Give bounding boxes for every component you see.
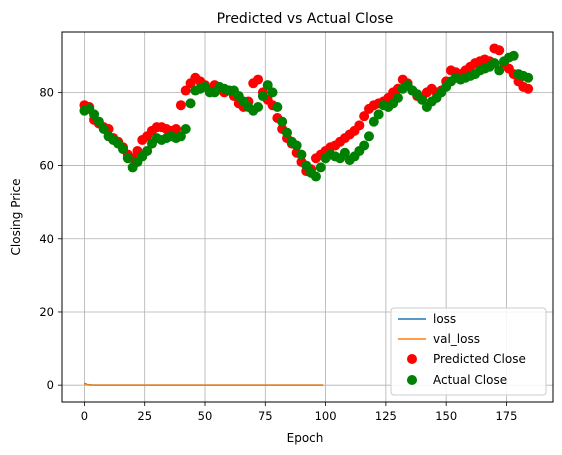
point-actual-close (368, 116, 379, 127)
point-predicted-close (171, 123, 182, 134)
point-predicted-close (175, 100, 186, 111)
point-actual-close (373, 109, 384, 120)
point-actual-close (93, 116, 104, 127)
point-actual-close (296, 149, 307, 160)
point-actual-close (494, 65, 505, 76)
x-tick-label-25: 25 (137, 409, 152, 423)
point-actual-close (180, 123, 191, 134)
point-actual-close (489, 58, 500, 69)
point-actual-close (417, 94, 428, 105)
series-lines (84, 382, 324, 386)
point-actual-close (257, 91, 268, 102)
point-actual-close (523, 72, 534, 83)
point-actual-close (310, 171, 321, 182)
point-predicted-close (354, 120, 365, 131)
legend-swatch-predicted (407, 354, 417, 364)
point-predicted-close (359, 111, 370, 122)
point-actual-close (282, 127, 293, 138)
point-actual-close (301, 160, 312, 171)
legend-label-predicted: Predicted Close (433, 352, 526, 366)
point-predicted-close (494, 45, 505, 56)
x-tick-label-75: 75 (258, 409, 273, 423)
x-tick-label-50: 50 (198, 409, 213, 423)
y-tick-label-80: 80 (39, 85, 54, 99)
x-tick-label-150: 150 (435, 409, 457, 423)
chart-title: Predicted vs Actual Close (217, 11, 394, 27)
series-points (79, 43, 534, 182)
x-tick-label-125: 125 (375, 409, 397, 423)
point-actual-close (89, 109, 100, 120)
point-actual-close (98, 123, 109, 134)
y-axis-label: Closing Price (9, 179, 23, 256)
point-actual-close (392, 92, 403, 103)
point-actual-close (253, 102, 264, 113)
point-actual-close (267, 87, 278, 98)
point-predicted-close (253, 74, 264, 85)
x-tick-label-175: 175 (495, 409, 517, 423)
y-tick-label-0: 0 (47, 378, 54, 392)
legend-frame (390, 307, 547, 396)
x-axis-ticks: 0 25 50 75 100 125 150 175 (81, 402, 517, 423)
point-actual-close (272, 102, 283, 113)
point-predicted-close (523, 83, 534, 94)
point-actual-close (175, 131, 186, 142)
legend-label-actual: Actual Close (433, 373, 507, 387)
point-actual-close (363, 131, 374, 142)
point-actual-close (277, 116, 288, 127)
plot-area-frame (61, 31, 554, 403)
point-actual-close (122, 153, 133, 164)
y-axis-ticks: 0 20 40 60 80 (39, 85, 62, 392)
point-actual-close (262, 80, 273, 91)
point-actual-close (508, 50, 519, 61)
point-predicted-close (180, 85, 191, 96)
x-tick-label-100: 100 (315, 409, 337, 423)
point-actual-close (359, 140, 370, 151)
point-actual-close (291, 140, 302, 151)
legend-label-val-loss: val_loss (433, 332, 480, 346)
y-tick-label-40: 40 (39, 232, 54, 246)
point-actual-close (315, 162, 326, 173)
series-line-val-loss (84, 383, 324, 386)
x-axis-label: Epoch (287, 431, 324, 445)
legend-label-loss: loss (433, 312, 456, 326)
y-tick-label-20: 20 (39, 305, 54, 319)
legend: loss val_loss Predicted Close Actual Clo… (390, 307, 547, 396)
legend-swatch-actual (407, 375, 417, 385)
point-actual-close (339, 147, 350, 158)
point-actual-close (142, 145, 153, 156)
point-actual-close (118, 144, 129, 155)
point-actual-close (185, 98, 196, 109)
y-tick-label-60: 60 (39, 159, 54, 173)
x-tick-label-0: 0 (81, 409, 88, 423)
